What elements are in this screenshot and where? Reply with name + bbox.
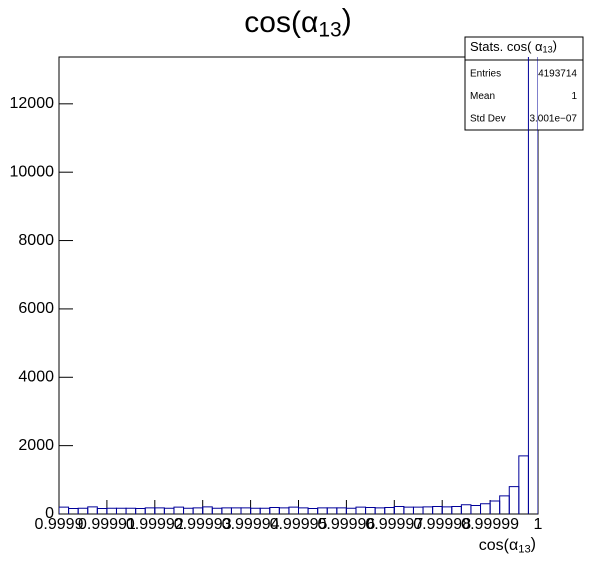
bar	[230, 507, 242, 514]
x-tick-label: 0.99997	[365, 516, 423, 533]
bar	[211, 507, 223, 514]
x-tick-label: 0.99991	[78, 516, 136, 533]
x-tick-label: 0.99995	[270, 516, 328, 533]
x-tick-label: 0.99992	[126, 516, 184, 533]
bar	[250, 507, 261, 514]
bar	[518, 455, 529, 514]
bar	[125, 507, 137, 514]
bar	[106, 507, 117, 514]
stats-title: Stats. cos( α13)	[470, 38, 557, 55]
bar	[336, 507, 347, 514]
x-tick-label: 1	[534, 516, 543, 533]
bar	[317, 507, 328, 514]
y-tick-label: 8000	[18, 232, 54, 249]
bar	[365, 507, 376, 514]
bar	[202, 506, 213, 514]
stat-label: Entries	[470, 69, 501, 80]
stat-label: Std Dev	[470, 114, 506, 125]
x-axis-title: cos(α13)	[479, 536, 536, 556]
x-tick-label: 0.99998	[413, 516, 471, 533]
bar	[183, 507, 194, 514]
bar	[298, 507, 309, 514]
x-tick-label: 0.99994	[222, 516, 280, 533]
bar	[470, 504, 482, 514]
bar	[173, 506, 185, 514]
y-tick-label: 6000	[18, 300, 54, 317]
y-tick-label: 10000	[10, 163, 55, 180]
bar	[499, 495, 510, 514]
bar	[221, 507, 232, 514]
bar	[87, 506, 98, 514]
bar	[508, 486, 520, 514]
bar	[278, 507, 290, 514]
x-tick-label: 0.9999	[35, 516, 84, 533]
y-tick-label: 2000	[18, 437, 54, 454]
bar	[192, 507, 204, 514]
bar	[163, 507, 175, 514]
stat-value: 3.001e−07	[529, 114, 577, 125]
bar	[154, 507, 165, 514]
bar	[384, 507, 395, 514]
bar	[480, 503, 491, 514]
bar	[144, 507, 156, 514]
bar	[135, 508, 146, 514]
bar	[441, 506, 453, 514]
bar	[288, 506, 299, 514]
bar	[68, 508, 79, 514]
bar	[374, 507, 386, 514]
y-tick-label: 12000	[10, 95, 55, 112]
bar	[96, 508, 108, 514]
bar	[240, 507, 252, 514]
bar	[422, 506, 434, 514]
bar	[269, 507, 280, 514]
x-tick-label: 0.99996	[317, 516, 375, 533]
bar	[115, 507, 127, 514]
bar	[460, 504, 472, 514]
stats-box: Stats. cos( α13)	[464, 36, 584, 131]
stat-value: 4193714	[538, 69, 577, 80]
bar	[451, 505, 462, 514]
bar	[412, 506, 424, 514]
bars	[59, 57, 538, 514]
bar	[326, 507, 338, 514]
bar	[489, 500, 501, 514]
bar	[345, 507, 357, 514]
bar	[307, 508, 319, 514]
x-tick-label: 0.99999	[461, 516, 519, 533]
bar	[403, 506, 414, 514]
bar	[355, 506, 367, 514]
bar	[59, 506, 70, 514]
bar	[393, 505, 405, 514]
y-tick-label: 4000	[18, 368, 54, 385]
x-tick-label: 0.99993	[174, 516, 232, 533]
y-tick-label: 0	[45, 505, 54, 522]
bar	[432, 505, 443, 514]
stat-value: 1	[571, 91, 577, 102]
bar	[77, 507, 89, 514]
stat-label: Mean	[470, 91, 495, 102]
chart-title: cos(α13)	[244, 3, 351, 41]
bar	[259, 507, 271, 514]
